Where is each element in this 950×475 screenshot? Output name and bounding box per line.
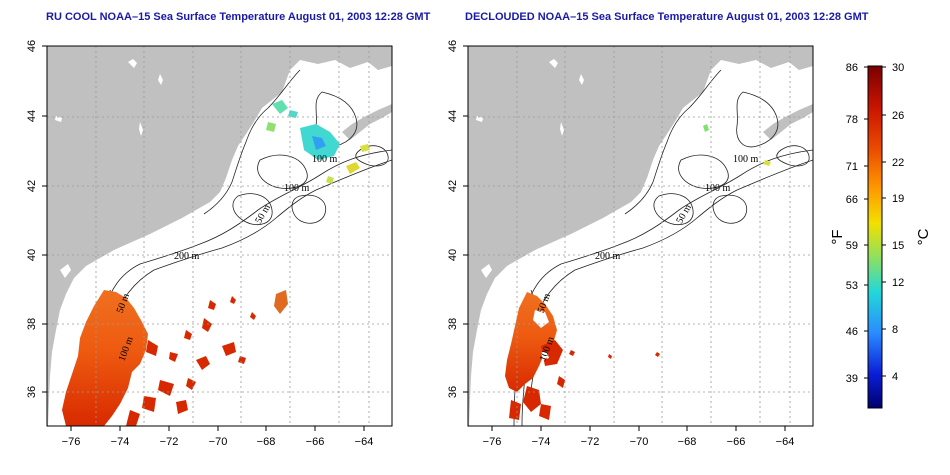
left-lon-tick: −70: [209, 436, 228, 448]
right-lat-tick: 42: [447, 180, 459, 192]
colorbar: 86 78 71 66 59 53 46 39 30 26 22 19 15 1…: [829, 62, 932, 409]
celsius-unit-label: °C: [915, 228, 932, 245]
left-lake: [55, 116, 62, 122]
left-lat-tick: 36: [26, 386, 38, 398]
fahrenheit-tick: 71: [846, 161, 858, 173]
right-lat-tick: 46: [447, 40, 459, 52]
fahrenheit-tick: 39: [846, 373, 858, 385]
fahrenheit-tick: 78: [846, 114, 858, 126]
right-lake: [481, 264, 492, 278]
celsius-tick: 15: [892, 240, 904, 252]
right-cloud-hole: [533, 310, 549, 328]
left-lon-tick: −74: [111, 436, 130, 448]
left-lon-tick: −72: [160, 436, 179, 448]
left-lake: [128, 59, 137, 68]
left-lon-tick: −64: [355, 436, 374, 448]
right-lat-tick: 36: [447, 386, 459, 398]
left-sst-fragment: [274, 290, 288, 314]
left-lat-tick: 38: [26, 318, 38, 330]
right-lake: [476, 116, 483, 122]
fahrenheit-tick: 46: [846, 326, 858, 338]
fahrenheit-tick: 53: [846, 280, 858, 292]
right-lat-tick: 44: [447, 110, 459, 122]
fahrenheit-tick: 59: [846, 240, 858, 252]
left-tick-marks: [42, 45, 365, 431]
right-grid: [468, 46, 813, 426]
left-lon-tick: −76: [62, 436, 81, 448]
right-lon-tick: −68: [678, 436, 697, 448]
celsius-tick: 26: [892, 110, 904, 122]
left-bay: [68, 290, 78, 346]
left-contour-label: 100 m: [312, 154, 338, 165]
colorbar-tick-marks: [864, 66, 886, 379]
celsius-tick: 30: [892, 62, 904, 74]
left-land-maritimes: [342, 104, 392, 140]
right-lon-tick: −76: [483, 436, 502, 448]
colorbar-scale: [867, 65, 883, 409]
celsius-tick: 4: [892, 371, 898, 383]
right-contour-label: 200 m: [595, 251, 621, 262]
right-contour-label: 100 m: [733, 154, 759, 165]
celsius-tick: 12: [892, 277, 904, 289]
left-lat-tick: 46: [26, 40, 38, 52]
left-contour-label: 200 m: [174, 251, 200, 262]
right-contour-label: 100 m: [705, 183, 731, 194]
right-lon-tick: −66: [727, 436, 746, 448]
fahrenheit-tick: 86: [846, 62, 858, 74]
right-cloud-hole: [541, 352, 549, 360]
right-lon-tick: −74: [532, 436, 551, 448]
right-lake: [560, 122, 564, 136]
left-land: [47, 46, 392, 426]
fahrenheit-tick: 66: [846, 194, 858, 206]
left-map: 100 m 100 m 50 m 200 m 50 m 100 m −76 −7…: [26, 40, 393, 448]
right-lat-tick: 40: [447, 249, 459, 261]
left-lake: [60, 264, 71, 278]
right-land: [468, 46, 813, 426]
right-lon-tick: −70: [630, 436, 649, 448]
right-lake: [579, 74, 584, 85]
celsius-tick: 8: [892, 324, 898, 336]
left-grid: [47, 46, 392, 426]
right-map: 100 m 100 m 50 m 200 m 50 m 100 m −76 −7…: [447, 40, 814, 448]
right-bay: [489, 290, 499, 346]
right-lon-tick: −64: [776, 436, 795, 448]
left-lake: [139, 122, 143, 136]
left-sst-cool: [266, 100, 370, 184]
left-contour-label: 100 m: [284, 183, 310, 194]
left-lake: [158, 74, 163, 85]
left-lat-tick: 40: [26, 249, 38, 261]
right-sst-fragments: [509, 340, 660, 420]
fahrenheit-unit-label: °F: [829, 229, 846, 244]
right-lat-tick: 38: [447, 318, 459, 330]
left-lat-tick: 44: [26, 110, 38, 122]
celsius-tick: 19: [892, 193, 904, 205]
right-land-maritimes: [763, 104, 813, 140]
left-lat-tick: 42: [26, 180, 38, 192]
left-lon-tick: −68: [257, 436, 276, 448]
right-sst-cool: [703, 124, 771, 166]
right-map-title: DECLOUDED NOAA–15 Sea Surface Temperatur…: [465, 11, 869, 23]
left-lon-tick: −66: [306, 436, 325, 448]
right-lake: [549, 59, 558, 68]
celsius-tick: 22: [892, 157, 904, 169]
right-map-frame: [467, 45, 814, 427]
right-tick-marks: [463, 45, 786, 431]
right-lon-tick: −72: [581, 436, 600, 448]
left-map-frame: [46, 45, 393, 427]
left-map-title: RU COOL NOAA–15 Sea Surface Temperature …: [46, 11, 431, 23]
